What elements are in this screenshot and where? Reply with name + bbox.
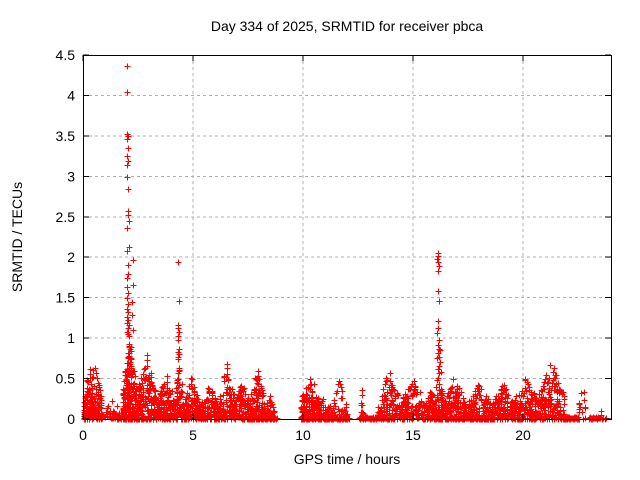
svg-text:10: 10 [295,427,311,443]
svg-text:2.5: 2.5 [56,209,76,225]
svg-text:1.5: 1.5 [56,290,76,306]
svg-text:3: 3 [67,168,75,184]
x-axis-label: GPS time / hours [293,451,401,467]
svg-text:0: 0 [79,427,87,443]
svg-text:4: 4 [67,87,75,103]
svg-text:0: 0 [67,411,75,427]
svg-text:2: 2 [67,249,75,265]
gridlines [83,55,611,419]
svg-text:20: 20 [515,427,531,443]
scatter-points [81,63,610,423]
svg-text:3.5: 3.5 [56,128,76,144]
y-axis-label: SRMTID / TECUs [9,181,25,293]
svg-text:5: 5 [189,427,197,443]
svg-text:15: 15 [405,427,421,443]
y-tick-labels: 0 0.5 1 1.5 2 2.5 3 3.5 4 4.5 [56,47,76,427]
svg-text:1: 1 [67,330,75,346]
x-tick-labels: 0 5 10 15 20 [79,427,531,443]
chart-title: Day 334 of 2025, SRMTID for receiver pbc… [210,18,484,34]
svg-text:0.5: 0.5 [56,371,76,387]
plot-border [83,55,612,420]
svg-text:4.5: 4.5 [56,47,76,63]
axis-ticks [82,54,611,420]
